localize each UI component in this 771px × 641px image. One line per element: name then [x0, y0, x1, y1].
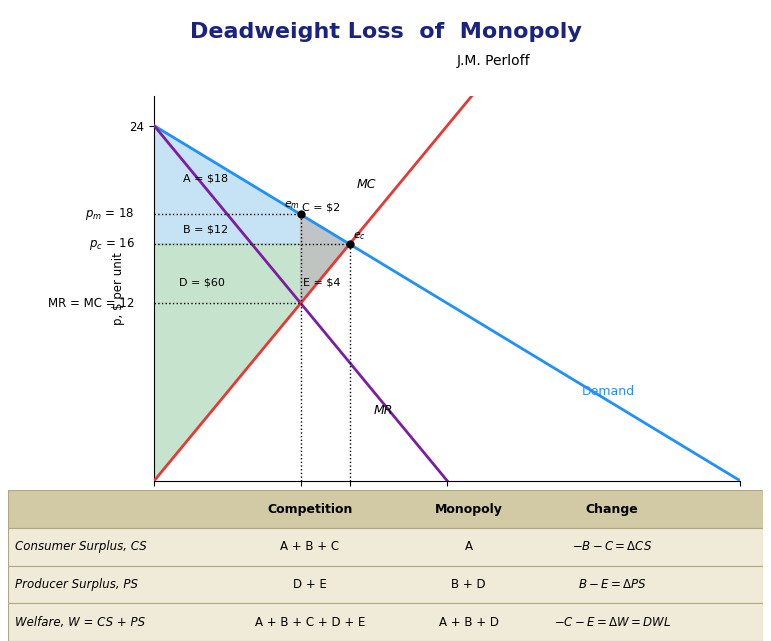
X-axis label: Q, Units per day: Q, Units per day — [399, 510, 495, 523]
Text: A: A — [465, 540, 473, 553]
Text: $p_m$ = 18: $p_m$ = 18 — [86, 206, 135, 222]
Bar — [8, 566, 763, 603]
Polygon shape — [154, 244, 349, 481]
Text: E = $4: E = $4 — [303, 278, 340, 288]
Text: $-B - C = \Delta CS$: $-B - C = \Delta CS$ — [572, 540, 652, 553]
Polygon shape — [301, 215, 349, 303]
Bar — [8, 528, 763, 566]
Text: B + D: B + D — [451, 578, 486, 591]
Bar — [8, 603, 763, 641]
Text: Consumer Surplus, CS: Consumer Surplus, CS — [15, 540, 147, 553]
Text: Deadweight Loss  of  Monopoly: Deadweight Loss of Monopoly — [190, 22, 581, 42]
Text: Change: Change — [586, 503, 638, 516]
Text: $B - E = \Delta PS$: $B - E = \Delta PS$ — [578, 578, 646, 591]
Text: $e_c$: $e_c$ — [353, 230, 366, 242]
Text: $e_m$: $e_m$ — [284, 199, 299, 211]
Text: C = $2: C = $2 — [302, 203, 340, 213]
Text: A + B + C: A + B + C — [281, 540, 339, 553]
Text: D = $60: D = $60 — [179, 278, 224, 288]
Text: $p_c$ = 16: $p_c$ = 16 — [89, 236, 135, 252]
Text: B = $12: B = $12 — [183, 224, 229, 234]
Text: A + B + D: A + B + D — [439, 615, 499, 629]
Text: Demand: Demand — [581, 385, 635, 398]
Text: J.M. Perloff: J.M. Perloff — [456, 54, 530, 69]
Y-axis label: p, $ per unit: p, $ per unit — [113, 252, 126, 325]
Bar — [8, 490, 763, 528]
Text: MC: MC — [357, 178, 376, 191]
Text: A = $18: A = $18 — [183, 174, 229, 184]
Text: D + E: D + E — [293, 578, 327, 591]
Text: Welfare, W = CS + PS: Welfare, W = CS + PS — [15, 615, 146, 629]
Text: A + B + C + D + E: A + B + C + D + E — [254, 615, 365, 629]
Text: $-C - E = \Delta W = DWL$: $-C - E = \Delta W = DWL$ — [554, 615, 671, 629]
Polygon shape — [154, 126, 349, 244]
Text: Producer Surplus, PS: Producer Surplus, PS — [15, 578, 138, 591]
Text: Monopoly: Monopoly — [435, 503, 503, 516]
Text: MR: MR — [374, 404, 393, 417]
Text: MR = MC = 12: MR = MC = 12 — [49, 297, 135, 310]
Text: Competition: Competition — [268, 503, 352, 516]
